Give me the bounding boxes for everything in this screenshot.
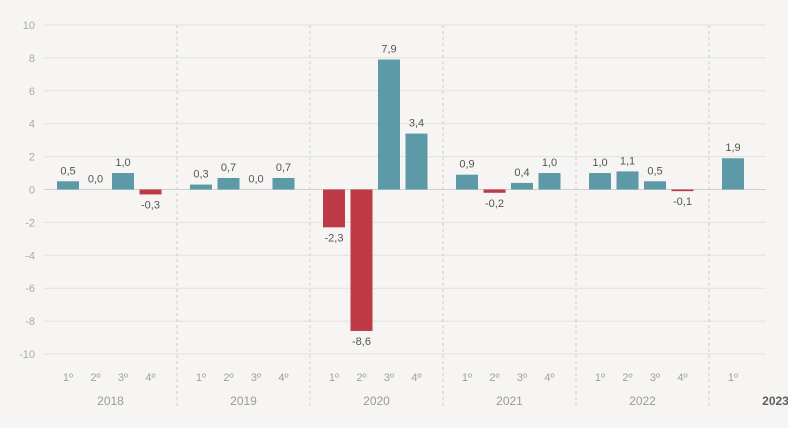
y-tick-label: -10: [19, 349, 35, 361]
y-tick-label: -4: [25, 250, 35, 262]
data-labels: 0,5 0,0 1,0 -0,3 0,3 0,7 0,0 0,7 -2,3 -8,6 7,9 3,4 0…: [60, 44, 740, 348]
bar-2020-q2: [350, 189, 373, 331]
bar-2019-q4: [272, 177, 295, 190]
year-label: 2019: [230, 394, 257, 408]
bar-2019-q1: [190, 184, 212, 190]
quarter-label: 1º: [329, 372, 339, 384]
data-label: 1,0: [592, 157, 607, 169]
quarter-label: 2º: [356, 372, 366, 384]
bar-2022-q4: [671, 189, 694, 192]
quarter-label: 1º: [196, 372, 206, 384]
year-labels: 2018 2019 2020 2021 2022 2023: [97, 394, 788, 408]
data-label: 0,5: [647, 165, 662, 177]
quarter-label: 4º: [544, 372, 554, 384]
gridlines: [44, 24, 766, 355]
data-label: -0,1: [673, 196, 692, 208]
quarter-label: 2º: [223, 372, 233, 384]
y-tick-label: 0: [29, 185, 35, 197]
y-tick-label: 4: [29, 119, 35, 131]
data-label: -0,3: [141, 199, 160, 211]
data-label: 1,0: [542, 157, 557, 169]
year-label: 2022: [629, 394, 656, 408]
quarter-label: 2º: [622, 372, 632, 384]
data-label: -2,3: [325, 232, 344, 244]
bar-2022-q2: [616, 171, 639, 190]
data-label: -8,6: [352, 336, 371, 348]
quarter-label: 3º: [118, 372, 128, 384]
data-label: 0,5: [60, 165, 75, 177]
data-label: 0,7: [221, 162, 236, 174]
bar-2020-q4: [405, 133, 428, 190]
quarter-label: 3º: [251, 372, 261, 384]
quarter-label: 1º: [462, 372, 472, 384]
bar-2022-q3: [644, 181, 666, 190]
y-tick-label: 2: [29, 152, 35, 164]
y-axis-ticks: 10 8 6 4 2 0 -2 -4 -6 -8 -10: [19, 20, 35, 361]
bar-2021-q4: [538, 173, 561, 190]
data-label: 1,1: [620, 155, 635, 167]
year-label: 2021: [496, 394, 523, 408]
quarter-label: 3º: [517, 372, 527, 384]
quarter-label: 3º: [384, 372, 394, 384]
y-tick-label: -6: [25, 283, 35, 295]
quarter-label: 4º: [145, 372, 155, 384]
bar-2018-q3: [112, 173, 134, 190]
bar-2021-q1: [456, 174, 478, 190]
data-label: 1,9: [725, 142, 740, 154]
quarter-label: 2º: [90, 372, 100, 384]
data-label: -0,2: [485, 198, 504, 210]
quarter-label: 2º: [489, 372, 499, 384]
quarter-labels: 1º 2º 3º 4º 1º 2º 3º 4º 1º 2º 3º 4º 1º 2º 3º 4º 1º 2º 3º 4º…: [63, 372, 738, 384]
data-label: 0,4: [514, 167, 529, 179]
bar-2021-q3: [511, 182, 533, 190]
quarter-label: 1º: [63, 372, 73, 384]
quarter-label: 4º: [677, 372, 687, 384]
bar-2019-q2: [217, 177, 240, 190]
bar-2018-q1: [57, 181, 79, 190]
year-label: 2020: [363, 394, 390, 408]
bar-2021-q2: [483, 189, 506, 193]
year-separators: [176, 25, 710, 408]
year-label: 2018: [97, 394, 124, 408]
bar-2018-q4: [139, 189, 162, 195]
y-tick-label: -2: [25, 217, 35, 229]
quarter-label: 3º: [650, 372, 660, 384]
quarter-label: 4º: [411, 372, 421, 384]
quarter-label: 1º: [728, 372, 738, 384]
data-label: 0,0: [88, 174, 103, 186]
data-label: 7,9: [381, 44, 396, 56]
quarter-label: 4º: [278, 372, 288, 384]
y-tick-label: 10: [23, 20, 35, 32]
y-tick-label: -8: [25, 316, 35, 328]
y-tick-label: 6: [29, 86, 35, 98]
year-label: 2023: [762, 394, 788, 408]
y-tick-label: 8: [29, 53, 35, 65]
bar-2020-q1: [323, 189, 345, 228]
data-label: 0,7: [276, 162, 291, 174]
quarter-label: 1º: [595, 372, 605, 384]
data-label: 0,3: [193, 169, 208, 181]
data-label: 0,0: [248, 174, 263, 186]
data-label: 1,0: [115, 157, 130, 169]
data-label: 0,9: [459, 159, 474, 171]
bars: [57, 59, 744, 331]
bar-2020-q3: [378, 59, 400, 190]
bar-2023-q1: [722, 158, 744, 190]
data-label: 3,4: [409, 118, 424, 130]
bar-2022-q1: [589, 173, 611, 190]
